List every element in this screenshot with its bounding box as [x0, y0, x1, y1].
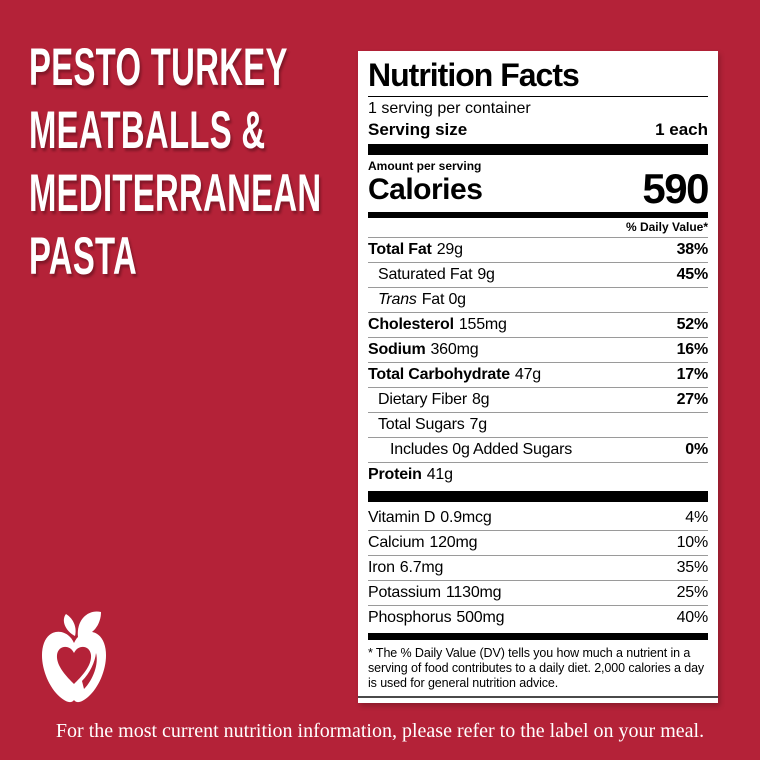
footer-note: For the most current nutrition informati… [55, 720, 705, 742]
label-bottom-line [358, 696, 718, 698]
calories-row: Calories 590 [368, 165, 709, 212]
vitamin-row-vitamin-d: Vitamin D 0.9mcg 4% [368, 509, 708, 526]
nutrient-rows: Total Fat 29g 38% Saturated Fat 9g 45% Trans… [368, 238, 708, 487]
product-title-line-4: PASTA [29, 227, 138, 286]
product-title: PESTO TURKEY MEATBALLS & MEDITERRANEAN P… [29, 36, 321, 288]
nutrition-facts-label: Nutrition Facts 1 serving per container … [358, 51, 718, 703]
calories-label: Calories [368, 173, 483, 206]
vitamin-row-potassium: Potassium 1130mg 25% [368, 580, 708, 605]
product-title-line-3: MEDITERRANEAN [29, 164, 322, 223]
vitamin-rows: Vitamin D 0.9mcg 4% Calcium 120mg 10% Iron 6.… [368, 506, 708, 630]
medium-divider-bar [368, 212, 708, 218]
nutrient-row-sodium: Sodium 360mg 16% [368, 337, 708, 362]
nutrient-row-saturated-fat: Saturated Fat 9g 45% [368, 262, 708, 287]
serving-size-label: Serving size [368, 120, 468, 139]
nutrient-row-cholesterol: Cholesterol 155mg 52% [368, 312, 708, 337]
serving-size-row: Serving size 1 each [368, 119, 708, 140]
product-title-line-2: MEATBALLS & [29, 101, 266, 160]
calories-value: 590 [642, 165, 709, 212]
daily-value-footnote: * The % Daily Value (DV) tells you how m… [368, 646, 705, 690]
nutrient-row-total-carbohydrate: Total Carbohydrate 47g 17% [368, 362, 708, 387]
nutrient-row-added-sugars: Includes 0g Added Sugars 0% [368, 437, 708, 462]
nutrient-row-total-sugars: Total Sugars 7g [368, 412, 708, 437]
daily-value-header: % Daily Value* [368, 220, 708, 238]
apple-heart-icon [41, 611, 107, 703]
amount-per-serving-label: Amount per serving [368, 159, 482, 173]
nutrient-row-protein: Protein 41g [368, 462, 708, 487]
nutrient-row-total-fat: Total Fat 29g 38% [368, 241, 708, 258]
nutrient-row-dietary-fiber: Dietary Fiber 8g 27% [368, 387, 708, 412]
medium-divider-bar [368, 633, 708, 640]
servings-per-container: 1 serving per container [368, 100, 531, 117]
product-title-line-1: PESTO TURKEY [29, 38, 288, 97]
thick-divider-bar [368, 144, 708, 155]
vitamin-row-calcium: Calcium 120mg 10% [368, 530, 708, 555]
serving-size-value: 1 each [655, 120, 708, 139]
divider [368, 96, 708, 97]
nutrient-row-trans-fat: Trans Fat 0g [368, 287, 708, 312]
vitamin-row-iron: Iron 6.7mg 35% [368, 555, 708, 580]
nutrition-facts-heading: Nutrition Facts [368, 57, 580, 93]
thick-divider-bar [368, 491, 708, 502]
vitamin-row-phosphorus: Phosphorus 500mg 40% [368, 605, 708, 630]
